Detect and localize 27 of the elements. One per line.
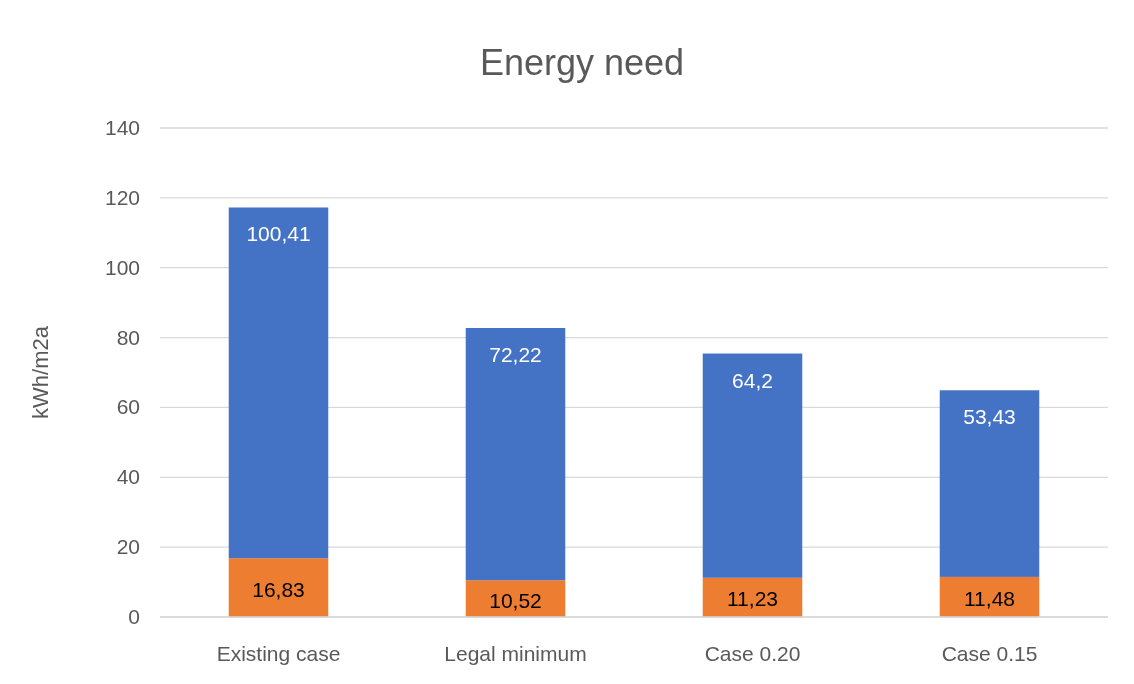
data-label: 10,52 — [489, 588, 542, 612]
data-label: 72,22 — [489, 343, 542, 366]
y-tick-label: 120 — [104, 185, 140, 209]
bar — [939, 390, 1040, 577]
data-label: 100,41 — [246, 222, 311, 246]
y-tick-label: 20 — [116, 535, 140, 559]
chart-title: Energy need — [479, 42, 685, 83]
x-tick-label: Legal minimum — [444, 642, 587, 665]
data-label: 11,48 — [964, 586, 1015, 610]
x-tick-label: Case 0.15 — [941, 642, 1038, 665]
bar — [228, 207, 329, 559]
y-tick-label: 60 — [116, 395, 140, 419]
x-tick-label: Case 0.20 — [704, 642, 801, 665]
y-tick-label: 100 — [104, 255, 140, 279]
bar — [228, 558, 329, 617]
data-label: 11,23 — [727, 587, 778, 611]
bar — [465, 328, 566, 581]
bar — [702, 353, 803, 578]
data-label: 64,2 — [732, 368, 773, 392]
data-label: 16,83 — [252, 577, 305, 601]
y-tick-label: 80 — [116, 325, 140, 349]
x-tick-label: Existing case — [216, 642, 341, 665]
y-tick-label: 0 — [128, 605, 140, 628]
data-label: 53,43 — [963, 405, 1016, 429]
y-tick-label: 140 — [104, 116, 140, 139]
y-axis-title: kWh/m2a — [28, 325, 53, 419]
y-tick-label: 40 — [116, 465, 140, 489]
